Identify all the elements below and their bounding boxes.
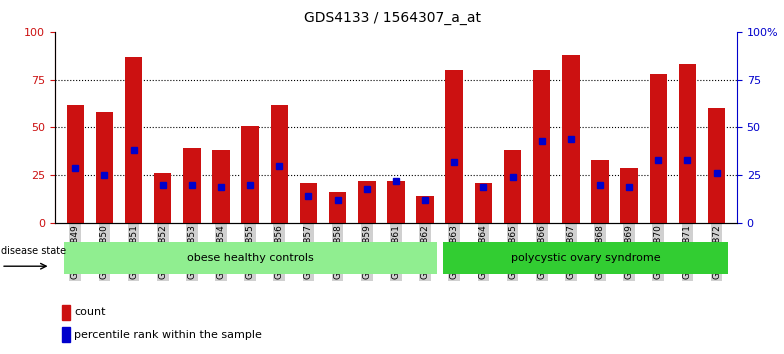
Bar (67, 104, 84, 223)
Text: polycystic ovary syndrome: polycystic ovary syndrome (510, 253, 660, 263)
Bar (241, 126, 259, 223)
Bar (62, 327, 70, 342)
Bar (299, 183, 318, 223)
Bar (416, 196, 434, 223)
Text: obese healthy controls: obese healthy controls (187, 253, 314, 263)
Bar (591, 160, 608, 223)
Bar (504, 150, 521, 223)
Bar (445, 70, 463, 223)
Bar (183, 148, 201, 223)
Text: GDS4133 / 1564307_a_at: GDS4133 / 1564307_a_at (303, 11, 481, 25)
Bar (474, 183, 492, 223)
Bar (533, 70, 550, 223)
Bar (679, 64, 696, 223)
Bar (708, 108, 725, 223)
Bar (270, 104, 288, 223)
Bar (154, 173, 172, 223)
Bar (358, 181, 376, 223)
Bar (562, 55, 579, 223)
Bar (328, 193, 347, 223)
Bar (62, 305, 70, 320)
FancyBboxPatch shape (64, 242, 437, 274)
Bar (387, 181, 405, 223)
FancyBboxPatch shape (442, 242, 728, 274)
Text: percentile rank within the sample: percentile rank within the sample (74, 330, 262, 339)
Bar (649, 74, 667, 223)
Bar (125, 57, 143, 223)
Bar (96, 112, 113, 223)
Text: count: count (74, 307, 106, 317)
Text: disease state: disease state (1, 246, 66, 256)
Bar (212, 150, 230, 223)
Bar (620, 167, 638, 223)
